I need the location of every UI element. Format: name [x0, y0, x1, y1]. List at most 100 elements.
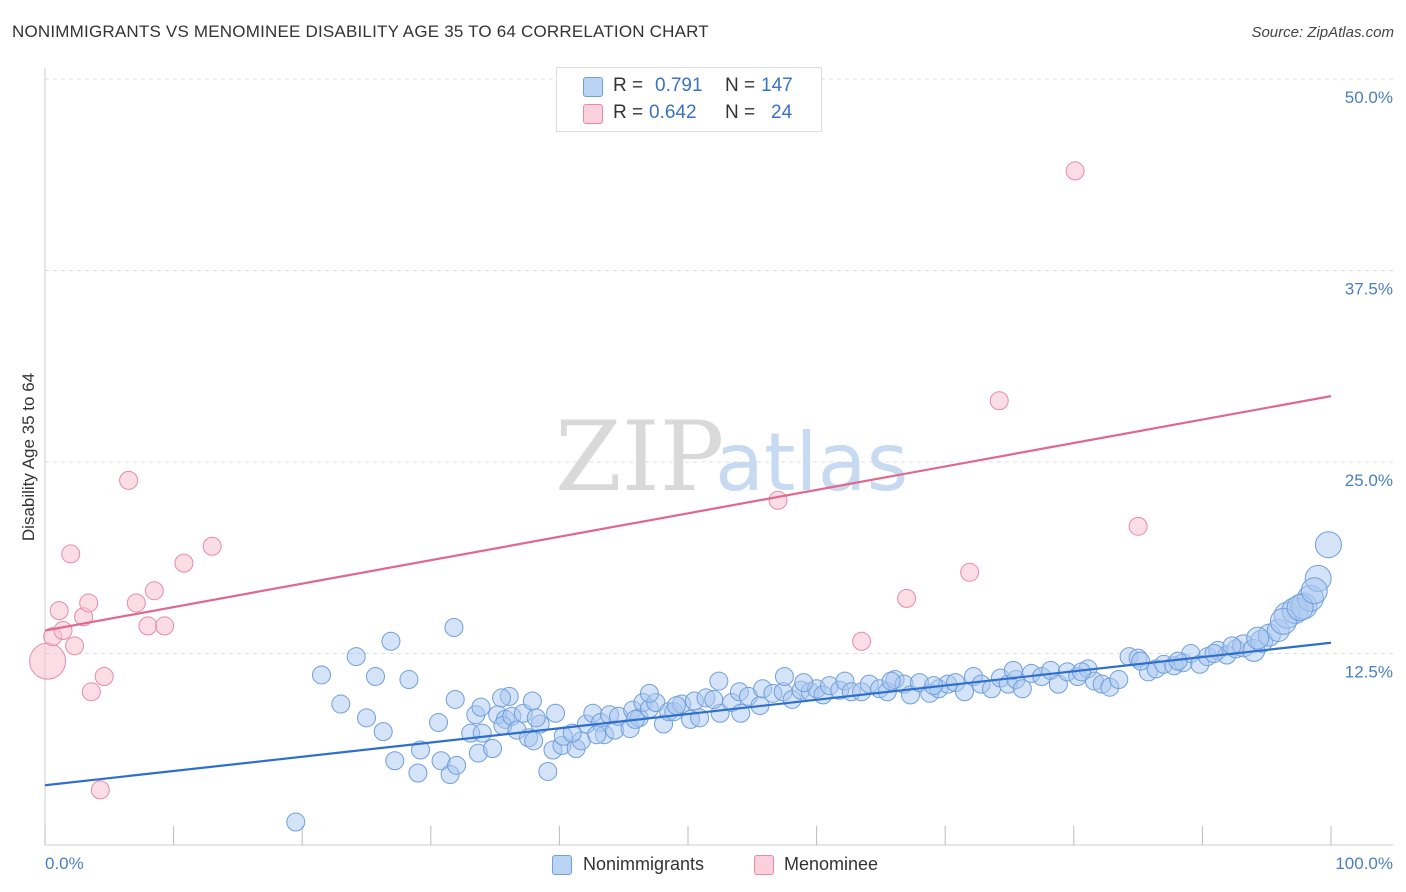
nonimmigrants-point	[366, 666, 386, 686]
menominee-point	[989, 391, 1009, 411]
menominee-point	[119, 470, 139, 490]
grid-lines	[45, 78, 1393, 654]
nonimmigrants-point	[666, 696, 686, 716]
menominee-point	[49, 601, 69, 621]
nonimmigrants-point	[444, 617, 464, 637]
menominee-point	[90, 780, 110, 800]
nonimmigrants-point	[881, 671, 901, 691]
nonimmigrants-point	[639, 683, 659, 703]
series-nonimmigrants-points	[286, 531, 1342, 832]
menominee-point	[94, 666, 114, 686]
nonimmigrants-point	[447, 755, 467, 775]
menominee-point	[155, 616, 175, 636]
nonimmigrants-point	[408, 763, 428, 783]
nonimmigrants-point	[471, 697, 491, 717]
trend-lines	[44, 395, 1332, 787]
axes	[44, 68, 1393, 846]
nonimmigrants-point	[709, 671, 729, 691]
menominee-point	[174, 553, 194, 573]
menominee-point	[79, 593, 99, 613]
legend-n-value-2: 24	[771, 102, 793, 123]
trend-line-menominee	[44, 395, 1332, 632]
menominee-point	[1128, 516, 1148, 536]
nonimmigrants-point	[357, 708, 376, 728]
legend-n-value-1: 147	[761, 75, 793, 96]
chart-title: NONIMMIGRANTS VS MENOMINEE DISABILITY AG…	[12, 22, 709, 41]
y-tick-label-2: 37.5%	[1345, 280, 1393, 299]
nonimmigrants-point	[1109, 670, 1129, 690]
legend-r-label-2: R =	[613, 102, 644, 123]
nonimmigrants-point	[346, 647, 366, 667]
nonimmigrants-point	[538, 761, 558, 781]
nonimmigrants-point	[429, 712, 449, 732]
nonimmigrants-point	[492, 688, 512, 708]
menominee-point	[1065, 161, 1085, 181]
nonimmigrants-point	[562, 723, 582, 743]
nonimmigrants-point	[1012, 679, 1032, 699]
x-tick-label-1: 100.0%	[1335, 854, 1393, 873]
trend-line-nonimmigrants	[44, 641, 1332, 787]
nonimmigrants-point	[399, 670, 419, 690]
watermark: ZIP atlas	[555, 401, 908, 513]
legend-n-label-1: N =	[725, 75, 756, 96]
legend-bottom-swatch-menominee	[754, 855, 774, 875]
nonimmigrants-point	[526, 708, 546, 728]
y-tick-label-0: 12.5%	[1345, 663, 1393, 682]
legend-swatch-nonimmigrants	[583, 77, 603, 97]
legend-series: Nonimmigrants Menominee	[0, 852, 1406, 878]
nonimmigrants-point	[704, 689, 724, 709]
nonimmigrants-point	[1003, 660, 1023, 680]
watermark-zip: ZIP	[555, 401, 724, 513]
legend-label-menominee: Menominee	[784, 854, 879, 874]
nonimmigrants-point	[331, 694, 351, 714]
nonimmigrants-point	[1204, 644, 1224, 663]
nonimmigrants-point	[524, 731, 544, 751]
menominee-point	[126, 593, 146, 613]
nonimmigrants-point	[411, 740, 431, 760]
menominee-point	[144, 581, 164, 601]
nonimmigrants-point	[472, 723, 492, 743]
nonimmigrants-point	[483, 738, 503, 758]
legend-n-label-2: N =	[725, 102, 756, 123]
menominee-point	[81, 682, 101, 702]
legend-bottom-swatch-nonimmigrants	[552, 855, 572, 875]
menominee-point	[897, 588, 917, 608]
nonimmigrants-point	[373, 722, 393, 742]
legend-swatch-menominee	[583, 104, 603, 124]
menominee-point	[960, 562, 980, 582]
nonimmigrants-point	[1246, 626, 1270, 650]
nonimmigrants-point	[1314, 531, 1342, 559]
chart-source: Source: ZipAtlas.com	[1251, 24, 1394, 41]
legend-r-value-1: 0.791	[655, 75, 703, 96]
tick-labels: 12.5% 25.0% 37.5% 50.0% 0.0% 100.0%	[45, 88, 1393, 873]
nonimmigrants-point	[311, 665, 331, 685]
menominee-point	[202, 536, 222, 556]
series-menominee-points	[29, 161, 1148, 800]
nonimmigrants-point	[794, 673, 814, 693]
nonimmigrants-point	[385, 751, 405, 771]
legend-stats: R = 0.791 N = 147 R = 0.642 N = 24	[556, 67, 822, 132]
x-tick-label-0: 0.0%	[45, 854, 84, 873]
menominee-point	[61, 544, 81, 564]
legend-label-nonimmigrants: Nonimmigrants	[583, 854, 705, 874]
legend-r-label-1: R =	[613, 75, 644, 96]
nonimmigrants-point	[1300, 577, 1328, 605]
legend-r-value-2: 0.642	[649, 102, 697, 123]
menominee-point	[29, 642, 67, 680]
menominee-point	[65, 636, 85, 656]
menominee-point	[852, 631, 872, 651]
y-tick-label-1: 25.0%	[1345, 471, 1393, 490]
nonimmigrants-point	[774, 666, 794, 686]
nonimmigrants-point	[286, 812, 306, 832]
nonimmigrants-point	[381, 631, 401, 651]
nonimmigrants-point	[587, 725, 607, 745]
menominee-point	[138, 616, 158, 636]
nonimmigrants-point	[1131, 651, 1151, 671]
menominee-point	[768, 490, 788, 510]
nonimmigrants-point	[522, 691, 542, 711]
y-tick-label-3: 50.0%	[1345, 88, 1393, 107]
nonimmigrants-point	[445, 689, 465, 709]
watermark-atlas: atlas	[715, 416, 908, 509]
y-axis-label: Disability Age 35 to 64	[19, 373, 38, 541]
